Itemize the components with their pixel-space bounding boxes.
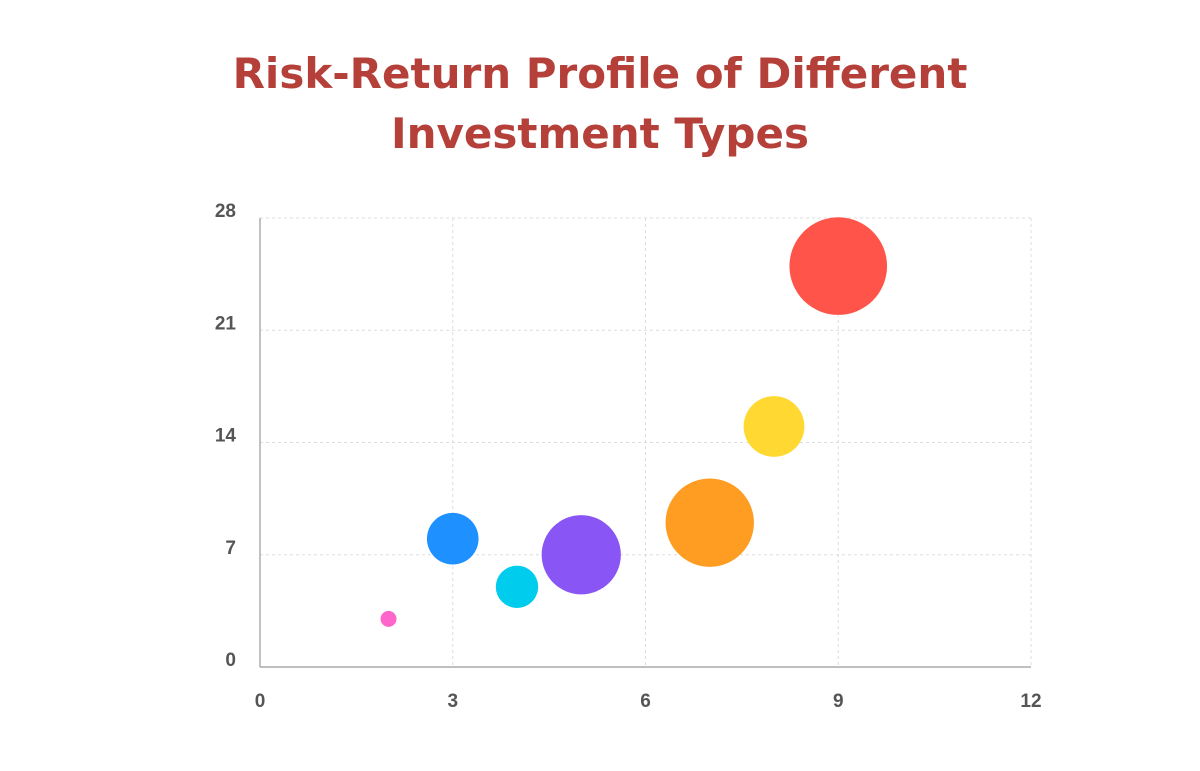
bubble-point — [380, 610, 397, 627]
y-tick-label: 14 — [215, 426, 237, 447]
bubble-point — [789, 217, 888, 315]
bubble-point — [495, 565, 539, 609]
chart-title: Risk-Return Profile of Different Investm… — [232, 49, 968, 158]
x-tick-label: 12 — [1020, 691, 1041, 712]
bubble-point — [665, 478, 754, 567]
x-tick-label: 3 — [447, 691, 458, 712]
x-tick-label: 6 — [640, 691, 651, 712]
grid-lines — [260, 217, 1032, 667]
y-tick-label: 7 — [225, 538, 236, 559]
y-tick-label: 28 — [215, 201, 236, 222]
bubble-point — [743, 396, 805, 457]
tick-labels: 0 3 6 9 12 0 7 14 21 28 — [215, 201, 1042, 712]
axes — [259, 218, 1031, 668]
bubble-point — [541, 515, 621, 595]
x-tick-label: 0 — [255, 691, 266, 712]
x-tick-label: 9 — [833, 691, 844, 712]
bubbles — [380, 217, 888, 627]
y-tick-label: 21 — [215, 313, 237, 334]
y-tick-label: 0 — [225, 650, 236, 671]
bubble-point — [426, 512, 479, 565]
